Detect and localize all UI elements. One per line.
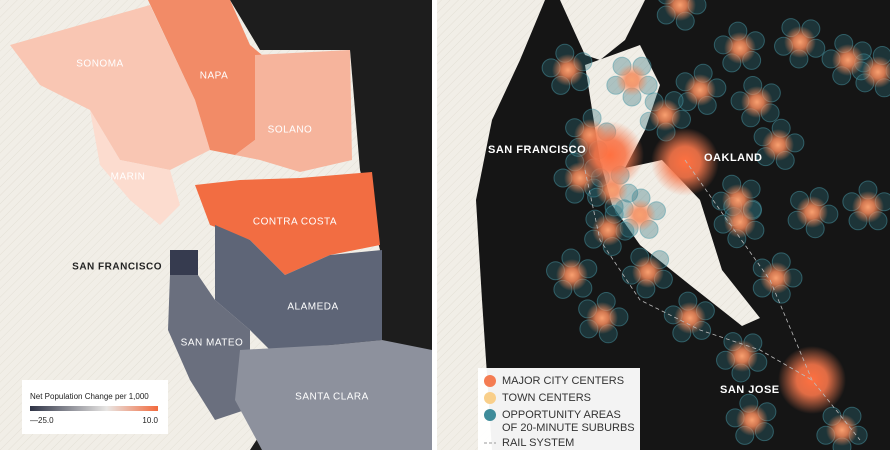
county-label: SONOMA: [76, 59, 123, 70]
legend-box: [478, 368, 640, 450]
town-center: [649, 99, 681, 131]
town-center: [624, 199, 656, 231]
legend-swatch: [484, 392, 496, 404]
county: [215, 225, 382, 350]
legend-scale: [30, 406, 158, 411]
town-center: [664, 0, 696, 21]
county: [235, 50, 352, 172]
legend-swatch: [484, 409, 496, 421]
town-center: [592, 214, 624, 246]
legend-label: MAJOR CITY CENTERS: [502, 375, 624, 387]
town-center: [741, 86, 773, 118]
county: [235, 340, 432, 450]
town-center: [862, 56, 890, 88]
city-label: SAN FRANCISCO: [488, 144, 586, 156]
dots: [541, 0, 890, 450]
town-center: [684, 74, 716, 106]
town-center: [726, 340, 758, 372]
county-label: ALAMEDA: [287, 302, 338, 313]
town-center: [762, 129, 794, 161]
town-center: [760, 262, 792, 294]
town-center: [552, 54, 584, 86]
town-center: [724, 206, 756, 238]
rail: [584, 169, 813, 381]
left-map: SONOMA NAPA SOLANO MARIN CONTRA COSTA SA…: [0, 0, 432, 450]
legend-max: 10.0: [142, 416, 158, 425]
county-label: CONTRA COSTA: [253, 217, 337, 228]
city-label: SAN JOSE: [720, 384, 780, 396]
county: [168, 275, 250, 420]
county-label: SANTA CLARA: [295, 392, 369, 403]
town-center: [736, 404, 768, 436]
town-center: [632, 256, 664, 288]
major-city-center: [576, 121, 644, 189]
county-label: MARIN: [111, 172, 146, 183]
town-center: [852, 191, 884, 223]
bay-water: [560, 0, 645, 60]
major-city-center: [651, 128, 719, 196]
county-label: SOLANO: [268, 125, 313, 136]
county: [170, 250, 198, 275]
town-center: [796, 196, 828, 228]
rail: [684, 159, 861, 441]
county: [148, 0, 262, 155]
legend-min: —25.0: [30, 416, 54, 425]
legend-label: OPPORTUNITY AREAS: [502, 409, 621, 421]
town-center: [586, 302, 618, 334]
town-center: [724, 32, 756, 64]
county-label: NAPA: [200, 71, 229, 82]
legend-title: Net Population Change per 1,000: [30, 392, 149, 401]
legend-label: TOWN CENTERS: [502, 392, 591, 404]
town-center: [616, 64, 648, 96]
county: [90, 110, 180, 225]
county-label: SAN MATEO: [181, 338, 244, 349]
legend-swatch: [484, 375, 496, 387]
town-center: [674, 302, 706, 334]
town-center: [784, 26, 816, 58]
county-label: SAN FRANCISCO: [72, 262, 162, 273]
legend-label: OF 20-MINUTE SUBURBS: [502, 422, 635, 434]
divider: [432, 0, 437, 450]
town-center: [832, 44, 864, 76]
county: [10, 5, 210, 170]
legend-label: RAIL SYSTEM: [502, 437, 574, 449]
city-label: OAKLAND: [704, 152, 763, 164]
town-center: [826, 414, 858, 446]
ocean: [437, 0, 545, 450]
county: [195, 172, 380, 275]
town-center: [556, 259, 588, 291]
right-map: SAN FRANCISCO OAKLAND SAN JOSE MAJOR CIT…: [437, 0, 890, 450]
